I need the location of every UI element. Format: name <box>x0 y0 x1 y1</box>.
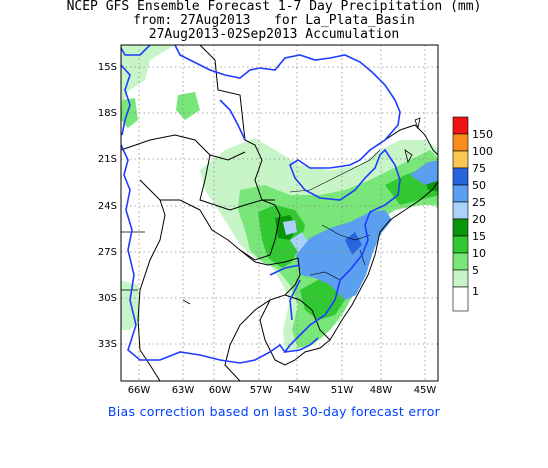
legend-swatch <box>452 269 469 288</box>
brazil-bolivia-border <box>199 45 275 201</box>
legend-label: 20 <box>472 213 486 226</box>
lon-label: 48W <box>370 385 393 396</box>
legend-swatch <box>452 133 469 152</box>
basin-outline <box>121 45 401 364</box>
precip-band-15-20mm <box>275 178 438 240</box>
bolivia-south-border <box>121 134 246 161</box>
precip-band-50-75mm <box>345 232 362 255</box>
legend-label: 100 <box>472 145 493 158</box>
title-line-3: 27Aug2013-02Sep2013 Accumulation <box>148 27 400 42</box>
lat-label: 30S <box>98 293 117 304</box>
legend-swatch <box>452 218 469 237</box>
legend-label: 1 <box>472 285 479 298</box>
lon-label: 54W <box>288 385 311 396</box>
lat-label: 33S <box>98 339 117 350</box>
country-borders <box>121 45 438 381</box>
legend-swatch <box>452 201 469 220</box>
brazil-coastline <box>329 181 438 341</box>
argentina-west-border <box>137 179 166 381</box>
lon-label: 45W <box>414 385 437 396</box>
lon-label: 66W <box>128 385 151 396</box>
legend-label: 15 <box>472 230 486 243</box>
legend-swatch <box>452 286 469 312</box>
longitude-labels: 66W 63W 60W 57W 54W 51W 48W 45W <box>128 385 437 396</box>
argentina-north-border <box>160 199 201 211</box>
uruguay-border <box>259 294 331 366</box>
legend: 150 100 75 50 25 20 15 10 5 1 <box>452 116 493 312</box>
legend-label: 75 <box>472 162 486 175</box>
legend-swatch <box>452 150 469 169</box>
legend-swatch <box>452 184 469 203</box>
legend-swatch <box>452 252 469 271</box>
argentina-uruguay-border <box>224 249 301 381</box>
lat-label: 15S <box>98 62 117 73</box>
legend-swatch <box>452 116 469 135</box>
precip-band-25-50mm <box>296 160 438 300</box>
brazil-state-lines <box>289 149 381 281</box>
legend-swatch <box>452 167 469 186</box>
paraguay-border <box>199 154 281 261</box>
title-line-2: from: 27Aug2013 for La_Plata_Basin <box>133 13 415 28</box>
brazil-northeast-coast <box>384 124 438 156</box>
lat-label: 18S <box>98 108 117 119</box>
title-line-1: NCEP GFS Ensemble Forecast 1-7 Day Preci… <box>66 0 482 14</box>
map-frame <box>120 44 439 382</box>
border-detail <box>121 117 421 305</box>
legend-label: 150 <box>472 128 493 141</box>
lat-label: 21S <box>98 154 117 165</box>
legend-label: 25 <box>472 196 486 209</box>
lon-label: 51W <box>331 385 354 396</box>
legend-label: 10 <box>472 247 486 260</box>
grid-lines <box>121 45 438 381</box>
lon-label: 60W <box>209 385 232 396</box>
lon-label: 63W <box>172 385 195 396</box>
footer-note: Bias correction based on last 30-day for… <box>107 404 441 419</box>
legend-label: 50 <box>472 179 486 192</box>
lat-label: 24S <box>98 201 117 212</box>
legend-label: 5 <box>472 264 479 277</box>
latitude-labels: 15S 18S 21S 24S 27S 30S 33S <box>98 62 117 350</box>
legend-swatch <box>452 235 469 254</box>
lat-label: 27S <box>98 247 117 258</box>
lon-label: 57W <box>250 385 273 396</box>
